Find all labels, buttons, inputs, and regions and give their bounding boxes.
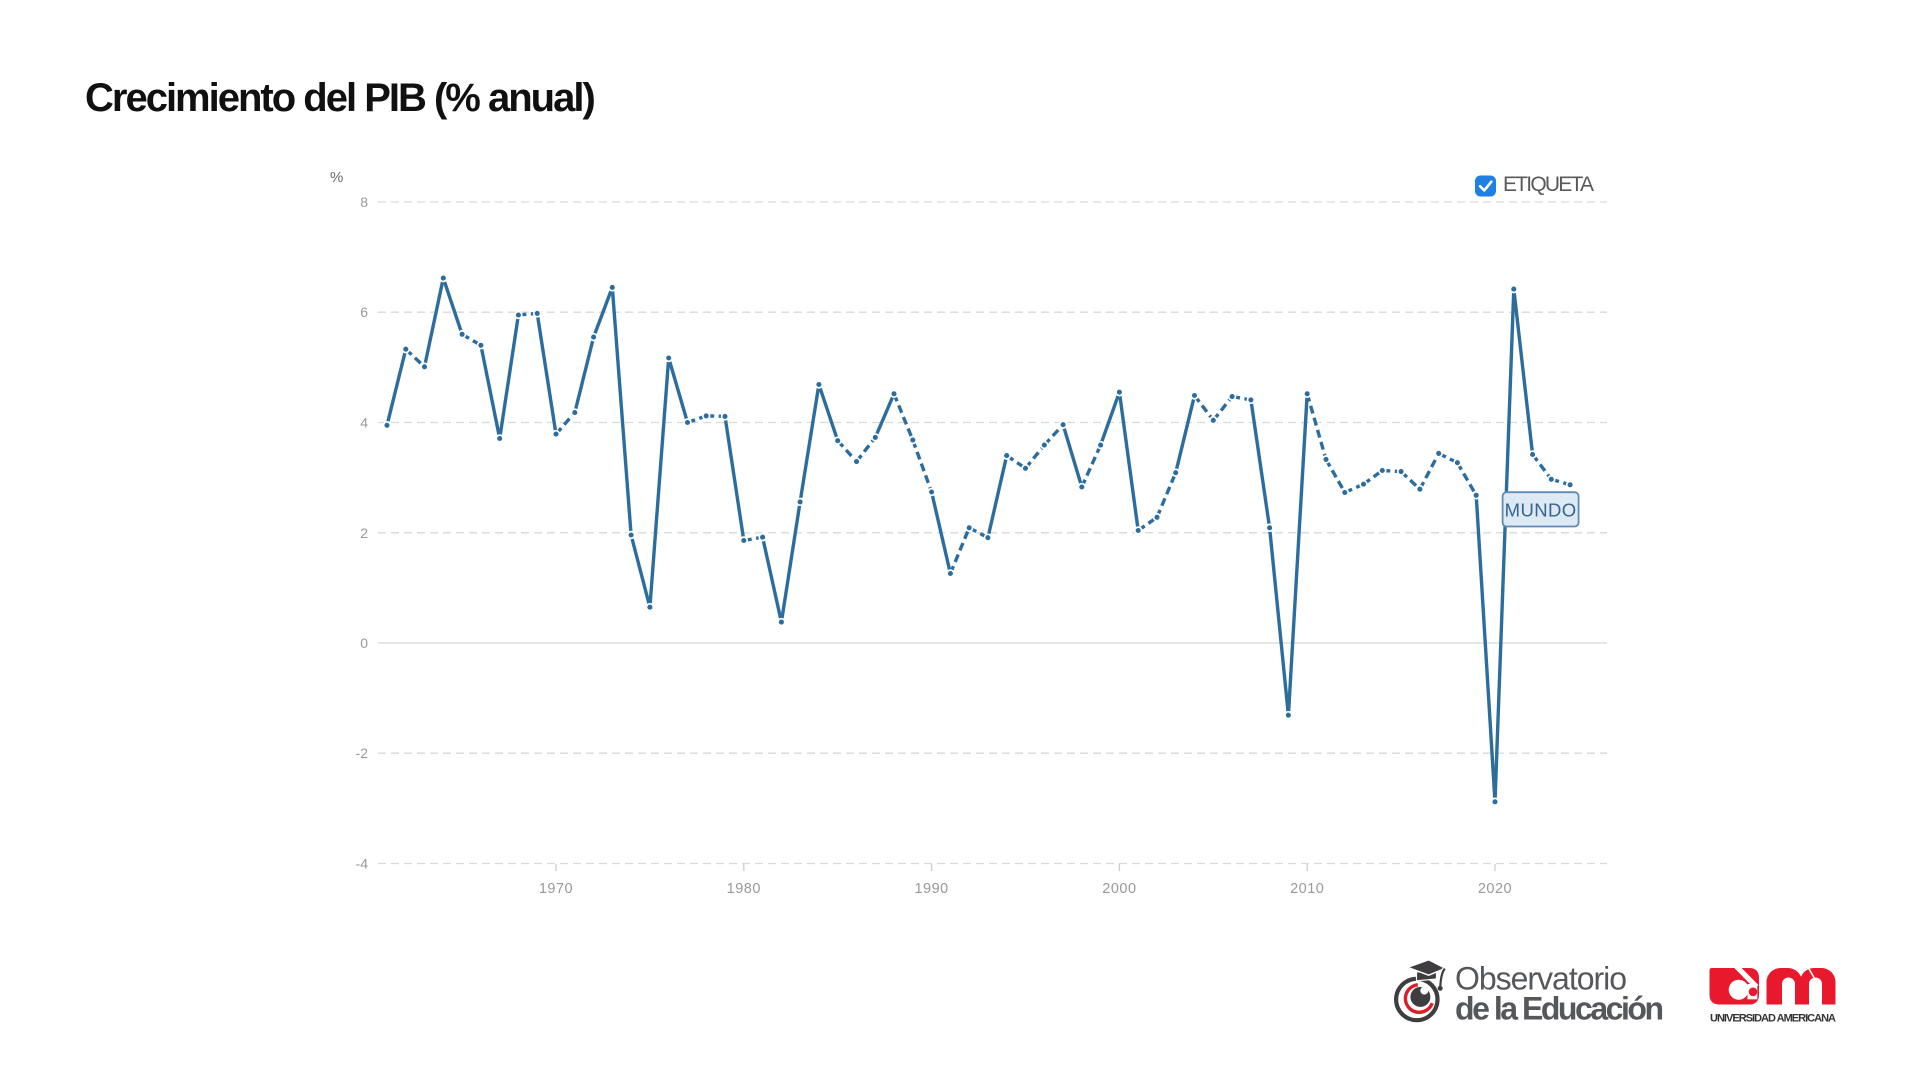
svg-text:2: 2 [360, 525, 368, 541]
svg-text:Crecimiento del PIB (% anual): Crecimiento del PIB (% anual) [85, 76, 594, 120]
svg-text:2000: 2000 [1102, 881, 1136, 897]
svg-text:-4: -4 [356, 856, 369, 872]
svg-text:ETIQUETA: ETIQUETA [1503, 173, 1594, 196]
svg-text:1990: 1990 [914, 881, 948, 897]
svg-text:1980: 1980 [727, 881, 761, 897]
svg-text:Observatorio: Observatorio [1455, 961, 1627, 997]
svg-text:0: 0 [360, 635, 368, 651]
svg-text:UNIVERSIDAD AMERICANA: UNIVERSIDAD AMERICANA [1710, 1012, 1836, 1024]
svg-text:6: 6 [360, 304, 368, 320]
svg-text:2010: 2010 [1290, 881, 1324, 897]
svg-text:MUNDO: MUNDO [1505, 500, 1577, 521]
svg-text:de la Educación: de la Educación [1455, 991, 1664, 1027]
svg-text:2020: 2020 [1478, 881, 1512, 897]
svg-text:8: 8 [360, 194, 368, 210]
svg-text:%: % [330, 169, 343, 186]
svg-text:4: 4 [360, 415, 368, 431]
svg-text:1970: 1970 [539, 881, 573, 897]
svg-text:-2: -2 [356, 745, 369, 761]
